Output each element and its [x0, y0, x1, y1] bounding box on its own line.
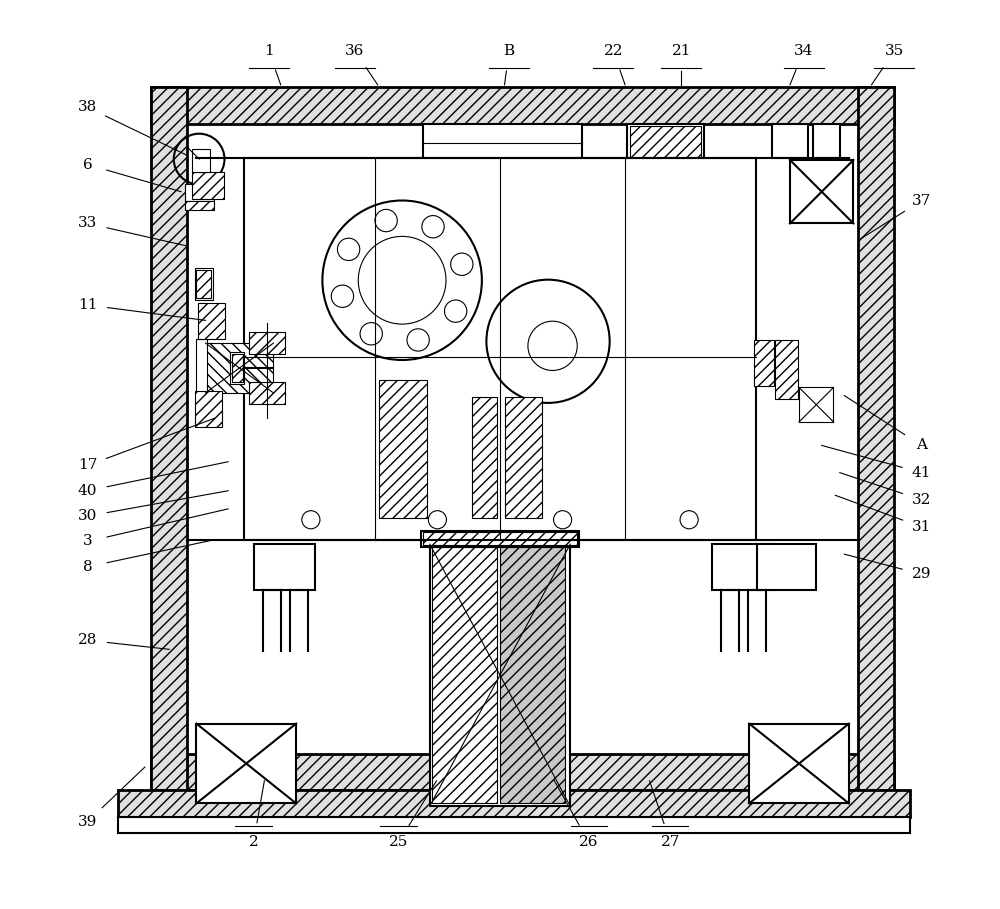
Bar	[195, 268, 213, 300]
Bar	[430, 544, 570, 806]
Bar	[775, 340, 798, 399]
Bar	[423, 124, 582, 163]
Text: 8: 8	[83, 560, 92, 574]
Bar	[244, 158, 756, 540]
Text: 33: 33	[78, 216, 97, 230]
Text: 6: 6	[83, 157, 93, 172]
Bar	[432, 547, 497, 804]
Bar	[505, 397, 542, 518]
Text: 39: 39	[78, 814, 97, 828]
Bar	[118, 817, 910, 834]
Text: A: A	[916, 438, 927, 453]
Bar	[754, 340, 774, 385]
Text: 2: 2	[249, 835, 258, 849]
Text: 30: 30	[78, 509, 97, 523]
Text: B: B	[503, 45, 515, 58]
Bar	[757, 544, 816, 590]
Bar	[205, 343, 273, 393]
Bar	[772, 124, 808, 158]
Bar	[151, 87, 187, 790]
Text: 38: 38	[78, 100, 97, 115]
Text: 37: 37	[912, 194, 931, 208]
Text: 35: 35	[885, 45, 904, 58]
Bar	[500, 547, 565, 804]
Bar	[379, 380, 427, 518]
Bar	[195, 391, 222, 427]
Bar	[630, 126, 701, 160]
Bar	[254, 544, 315, 590]
Bar	[185, 185, 214, 201]
Bar	[472, 397, 497, 518]
Bar	[192, 172, 224, 199]
Bar	[151, 754, 894, 790]
Text: 31: 31	[912, 520, 931, 534]
Bar	[423, 533, 577, 545]
Text: 27: 27	[661, 835, 680, 849]
Text: 28: 28	[78, 634, 97, 647]
Bar	[230, 352, 244, 385]
Bar	[196, 270, 211, 298]
Bar	[627, 124, 704, 163]
Text: 40: 40	[78, 484, 97, 498]
Text: 34: 34	[794, 45, 813, 58]
Bar	[421, 531, 579, 547]
Bar	[712, 544, 774, 590]
Text: 29: 29	[912, 567, 931, 581]
Bar	[118, 790, 910, 817]
Bar	[198, 303, 225, 339]
Bar	[151, 87, 894, 124]
Bar	[858, 87, 894, 790]
Bar	[799, 387, 833, 422]
Bar	[185, 201, 214, 210]
Bar	[813, 124, 840, 158]
Text: 11: 11	[78, 298, 97, 312]
Text: 36: 36	[345, 45, 365, 58]
Text: 25: 25	[389, 835, 408, 849]
Bar	[232, 355, 243, 382]
Bar	[749, 724, 849, 804]
Text: 41: 41	[912, 465, 931, 480]
Text: 1: 1	[264, 45, 274, 58]
Bar	[192, 149, 210, 172]
Bar	[249, 332, 285, 355]
Bar	[790, 160, 853, 224]
Text: 17: 17	[78, 458, 97, 473]
Text: 26: 26	[579, 835, 599, 849]
Bar	[196, 724, 296, 804]
Text: 21: 21	[671, 45, 691, 58]
Bar	[196, 339, 207, 396]
Bar	[249, 382, 285, 405]
Text: 32: 32	[912, 493, 931, 507]
Text: 3: 3	[83, 534, 92, 548]
Text: 22: 22	[604, 45, 623, 58]
